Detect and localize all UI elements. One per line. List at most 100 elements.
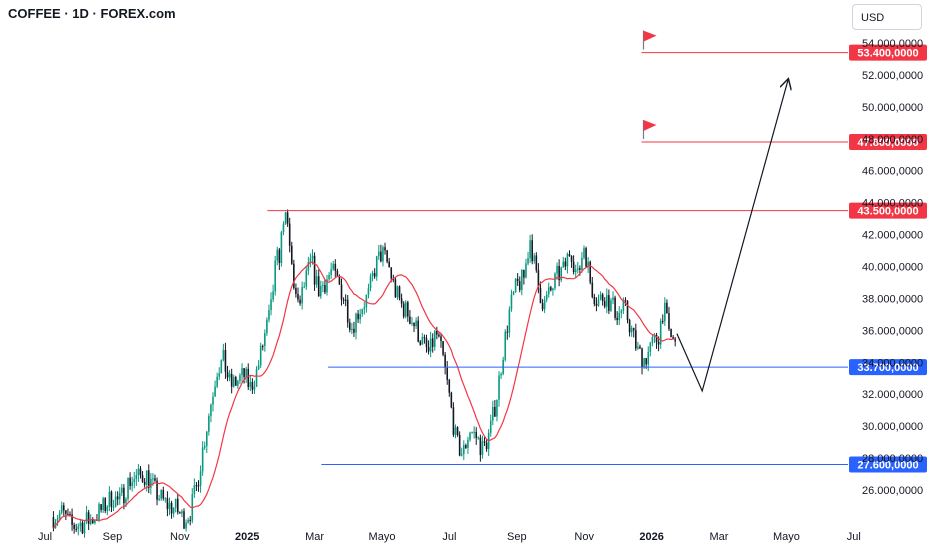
candle-body	[438, 334, 440, 337]
candle-body	[282, 223, 285, 233]
candle-body	[305, 270, 308, 287]
candle-body	[56, 518, 59, 523]
candle-body	[216, 376, 218, 387]
candle-body	[237, 380, 239, 386]
candle-body	[174, 498, 177, 508]
candle-body	[661, 320, 664, 322]
y-tick-label: 40.000,0000	[862, 262, 923, 274]
candle-body	[332, 263, 335, 270]
candle-body	[583, 248, 585, 258]
candle-body	[220, 360, 223, 374]
candle-body	[181, 511, 183, 514]
candle-body	[342, 299, 345, 301]
projection-layer	[676, 80, 788, 393]
candle-body	[284, 212, 287, 224]
candle-body	[477, 437, 480, 439]
candle-body	[533, 255, 536, 262]
candle-body	[444, 354, 446, 368]
candle-body	[496, 399, 498, 417]
flag-icon	[643, 119, 657, 131]
candle-body	[247, 368, 250, 387]
candle-body	[58, 512, 61, 519]
candle-body	[52, 517, 55, 529]
candle-body	[508, 309, 511, 333]
candle-body	[235, 377, 237, 386]
candle-body	[205, 431, 208, 446]
candle-body	[361, 309, 364, 315]
candle-body	[355, 313, 357, 333]
candle-body	[139, 468, 142, 476]
candle-body	[127, 477, 129, 499]
candle-body	[415, 320, 417, 327]
candle-body	[232, 377, 235, 387]
candle-body	[614, 297, 616, 318]
candle-body	[243, 368, 245, 377]
candle-body	[249, 382, 252, 387]
candle-body	[299, 299, 301, 304]
candle-body	[572, 261, 575, 273]
candle-body	[187, 519, 189, 523]
level-price-label: 43.500,0000	[857, 206, 918, 218]
x-axis: Jul Sep Nov 2025 Mar Mayo Jul Sep Nov 2026 Mar Mayo…	[38, 531, 861, 543]
candle-body	[668, 313, 670, 329]
candle-body	[601, 294, 604, 302]
candle-body	[344, 299, 347, 301]
candle-body	[268, 310, 270, 320]
candle-body	[579, 268, 581, 270]
candle-body	[560, 267, 562, 281]
x-tick-label: Jul	[847, 531, 861, 543]
candle-body	[396, 286, 399, 298]
candle-body	[529, 240, 531, 259]
candle-body	[510, 294, 513, 310]
candle-body	[562, 261, 565, 268]
candle-body	[288, 223, 291, 246]
candle-body	[556, 265, 558, 274]
moving-average-line	[52, 261, 676, 529]
candle-body	[404, 302, 407, 317]
candle-body	[210, 404, 212, 416]
candle-body	[566, 254, 569, 267]
candle-body	[398, 286, 401, 299]
candle-body	[375, 256, 378, 277]
candle-body	[523, 269, 525, 278]
candle-body	[214, 386, 216, 397]
candle-body	[630, 328, 633, 333]
candle-body	[116, 496, 119, 500]
currency-selector[interactable]: USD	[852, 4, 922, 30]
candle-body	[518, 281, 521, 290]
candle-body	[552, 288, 554, 291]
candle-body	[446, 367, 449, 380]
level-price-label: 27.600,0000	[857, 459, 918, 471]
candle-body	[108, 491, 111, 507]
candle-body	[400, 298, 403, 304]
y-tick-label: 50.000,0000	[862, 102, 923, 114]
candle-body	[150, 478, 152, 488]
candle-body	[87, 512, 90, 524]
level-price-label: 33.700,0000	[857, 362, 918, 374]
candle-body	[92, 519, 94, 523]
candle-body	[297, 293, 299, 300]
projection-arrow	[676, 80, 788, 393]
candle-body	[60, 505, 63, 513]
candle-body	[409, 316, 411, 324]
level-price-badge	[849, 202, 927, 219]
candle-body	[670, 328, 672, 338]
candle-body	[67, 513, 69, 515]
candle-body	[166, 498, 169, 510]
candle-body	[448, 379, 451, 393]
candle-body	[100, 504, 102, 510]
y-tick-label: 42.000,0000	[862, 230, 923, 242]
candle-body	[589, 261, 592, 283]
candle-body	[176, 498, 179, 513]
candle-body	[290, 245, 293, 264]
candle-body	[367, 288, 370, 295]
candle-body	[160, 490, 162, 499]
candle-body	[253, 386, 256, 390]
y-tick-label: 46.000,0000	[862, 166, 923, 178]
x-tick-label: 2025	[235, 531, 259, 543]
candle-body	[81, 522, 84, 534]
candle-body	[313, 255, 316, 285]
candle-body	[158, 498, 160, 500]
levels-layer: 53.400,0000 47.800,0000 43.500,0000 33.700,…	[267, 30, 927, 473]
